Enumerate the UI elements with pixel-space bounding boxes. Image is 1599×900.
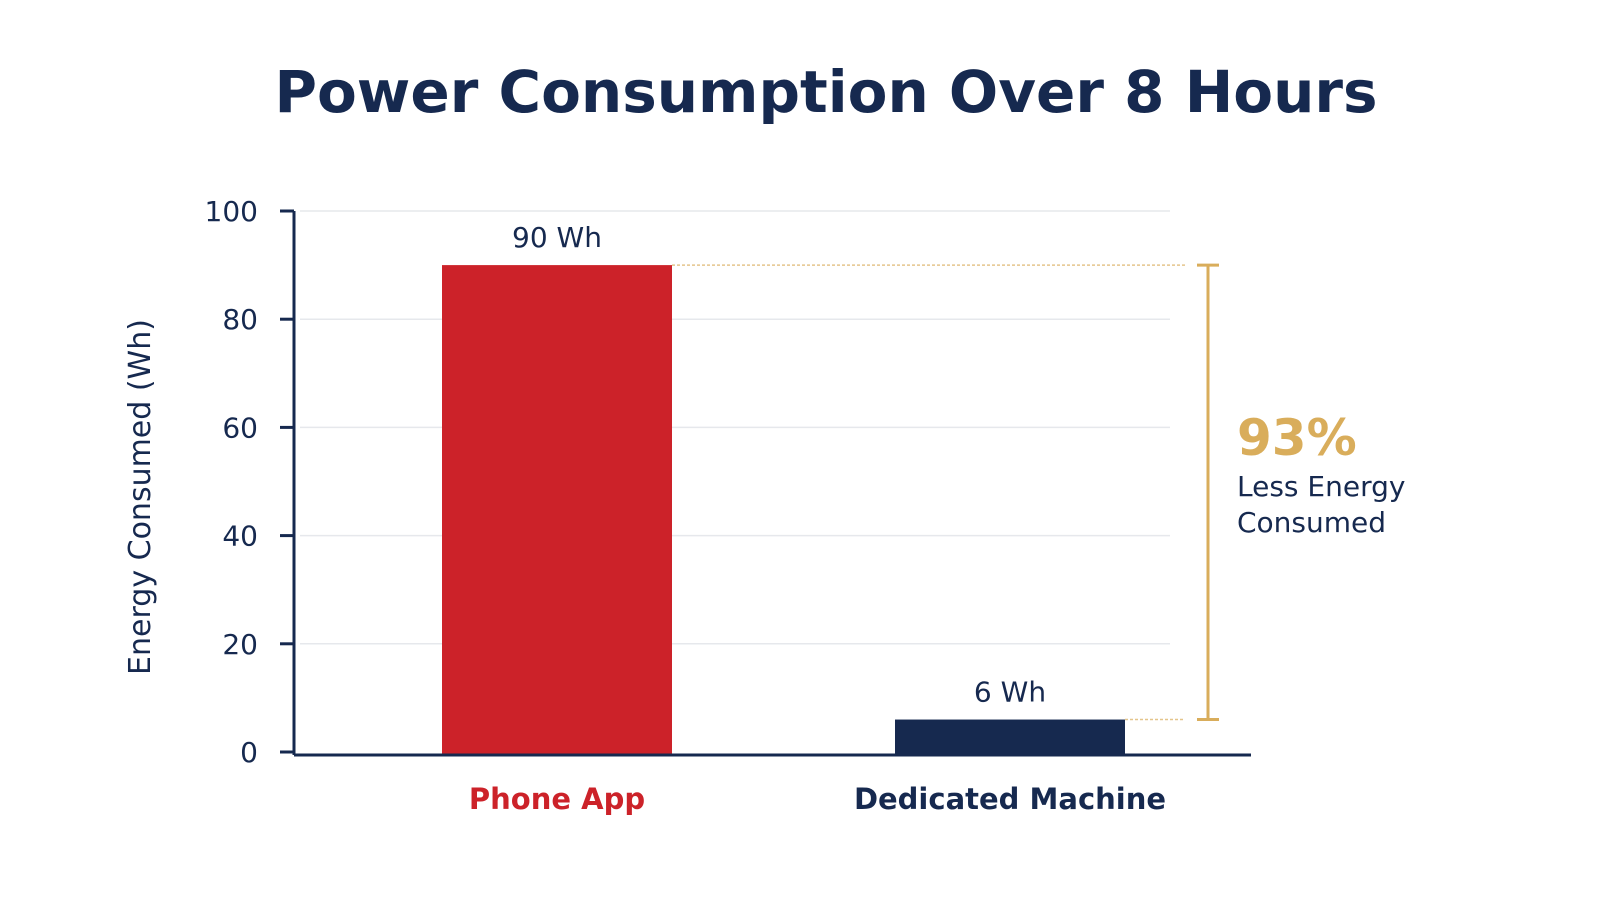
value-label-0: 90 Wh xyxy=(512,221,602,254)
bars: 90 Wh Phone App 6 Wh Dedicated Machine xyxy=(442,221,1166,816)
chart-title: Power Consumption Over 8 Hours xyxy=(274,58,1377,126)
y-tick-label-80: 80 xyxy=(222,303,258,336)
y-tick-label-60: 60 xyxy=(222,411,258,444)
category-label-0: Phone App xyxy=(469,782,645,816)
annotation-line-1: Less Energy xyxy=(1237,470,1405,503)
y-tick-label-40: 40 xyxy=(222,520,258,553)
difference-bracket xyxy=(1197,263,1219,722)
comparison-connectors xyxy=(672,264,1185,721)
y-axis-label: Energy Consumed (Wh) xyxy=(123,319,158,675)
annotation-line-2: Consumed xyxy=(1237,506,1386,539)
bar-1 xyxy=(895,719,1125,755)
y-axis-ticks: 0 20 40 60 80 100 xyxy=(205,195,294,769)
y-tick-label-20: 20 xyxy=(222,628,258,661)
category-label-1: Dedicated Machine xyxy=(854,782,1166,816)
bar-0 xyxy=(442,265,672,755)
annotation-percent: 93% xyxy=(1237,409,1357,467)
y-tick-label-0: 0 xyxy=(240,736,258,769)
value-label-1: 6 Wh xyxy=(974,676,1046,709)
y-tick-label-100: 100 xyxy=(205,195,258,228)
gridlines xyxy=(300,210,1170,645)
